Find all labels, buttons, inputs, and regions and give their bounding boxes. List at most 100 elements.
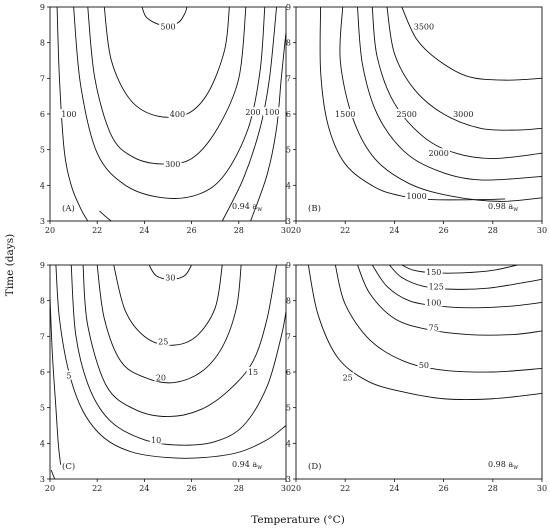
contour-label-halo bbox=[412, 21, 436, 31]
x-tick-label: 22 bbox=[340, 484, 350, 493]
contour-label: 30 bbox=[165, 273, 175, 282]
contour-line-25 bbox=[113, 265, 223, 346]
contour-line bbox=[50, 469, 56, 479]
y-tick-label: 7 bbox=[40, 332, 45, 341]
contour-label-halo bbox=[168, 109, 187, 118]
contour-line-20 bbox=[96, 265, 242, 384]
water-activity-label: 0.94 aw bbox=[232, 202, 263, 213]
contour-line-3000 bbox=[386, 7, 542, 131]
y-tick-label: 3 bbox=[40, 475, 45, 484]
y-tick-label: 4 bbox=[40, 181, 45, 190]
contour-label: 300 bbox=[165, 160, 180, 169]
contour-label: 25 bbox=[343, 373, 353, 382]
y-tick-label: 8 bbox=[40, 39, 45, 48]
x-tick-label: 24 bbox=[389, 484, 399, 493]
x-tick-label: 22 bbox=[340, 226, 350, 235]
contour-label: 15 bbox=[248, 368, 258, 377]
y-tick-label: 3 bbox=[286, 475, 291, 484]
y-tick-label: 9 bbox=[40, 3, 45, 12]
x-tick-label: 26 bbox=[187, 484, 197, 493]
contour-line-25 bbox=[307, 265, 542, 400]
contour-line bbox=[73, 7, 266, 199]
y-tick-label: 8 bbox=[286, 297, 291, 306]
contour-label-halo bbox=[424, 297, 443, 307]
y-tick-label: 3 bbox=[286, 217, 291, 226]
y-tick-label: 9 bbox=[286, 261, 291, 270]
x-tick-label: 24 bbox=[139, 226, 149, 235]
contour-label-halo bbox=[156, 336, 170, 346]
contour-line-300 bbox=[87, 7, 247, 165]
x-tick-label: 30 bbox=[281, 484, 291, 493]
x-tick-label: 20 bbox=[45, 484, 55, 493]
x-tick-label: 24 bbox=[139, 484, 149, 493]
contour-line-100 bbox=[371, 265, 542, 309]
y-tick-label: 5 bbox=[286, 404, 291, 413]
x-axis-title: Temperature (°C) bbox=[251, 514, 345, 526]
x-tick-label: 22 bbox=[92, 484, 102, 493]
x-tick-label: 28 bbox=[234, 484, 244, 493]
contour-label-halo bbox=[427, 148, 450, 158]
y-tick-label: 6 bbox=[40, 110, 45, 119]
plot-frame-b bbox=[295, 6, 543, 222]
panel-label: (C) bbox=[62, 461, 75, 472]
contour-label: 25 bbox=[158, 338, 168, 347]
contour-label: 50 bbox=[419, 361, 429, 370]
contour-line-100 bbox=[56, 7, 89, 221]
contour-label: 2000 bbox=[429, 149, 449, 158]
contour-label-halo bbox=[60, 109, 78, 118]
contour-line-125 bbox=[389, 265, 542, 290]
contour-line bbox=[99, 210, 112, 221]
contour-label-halo bbox=[262, 107, 281, 117]
contour-label: 100 bbox=[61, 110, 76, 119]
y-tick-label: 9 bbox=[40, 261, 45, 270]
y-tick-label: 8 bbox=[286, 39, 291, 48]
contour-line-200 bbox=[221, 7, 278, 221]
contour-label-halo bbox=[154, 372, 168, 382]
water-activity-label: 0.98 aw bbox=[488, 202, 519, 213]
x-tick-label: 26 bbox=[439, 484, 449, 493]
contour-label-halo bbox=[246, 367, 260, 376]
y-tick-label: 7 bbox=[286, 332, 291, 341]
y-tick-label: 6 bbox=[286, 368, 291, 377]
y-tick-label: 4 bbox=[40, 439, 45, 448]
y-tick-label: 8 bbox=[40, 297, 45, 306]
x-tick-label: 26 bbox=[439, 226, 449, 235]
x-tick-label: 30 bbox=[537, 226, 547, 235]
y-tick-label: 5 bbox=[286, 146, 291, 155]
contour-label-halo bbox=[427, 281, 446, 291]
x-tick-label: 28 bbox=[234, 226, 244, 235]
contour-label: 75 bbox=[429, 323, 439, 332]
y-tick-label: 3 bbox=[40, 217, 45, 226]
panel-label: (D) bbox=[308, 461, 321, 472]
contour-label: 100 bbox=[426, 298, 441, 307]
contour-label: 20 bbox=[156, 373, 166, 382]
panel-b: 20 22 24 26 28 30 3 4 5 6 7 8 9 3500 3000 2500 2000 1500 1… bbox=[286, 3, 547, 235]
contour-label: 125 bbox=[429, 282, 444, 291]
y-tick-label: 5 bbox=[40, 404, 45, 413]
contour-label: 400 bbox=[170, 110, 185, 119]
contour-line-5 bbox=[55, 265, 286, 459]
contour-label-halo bbox=[159, 21, 177, 31]
panel-d: 20 22 24 26 28 30 3 4 5 6 7 8 9 150 125 100 75 50 25 (D) 0.9… bbox=[286, 261, 547, 493]
contour-label: 1000 bbox=[406, 192, 426, 201]
contour-label: 10 bbox=[151, 436, 161, 445]
contour-label-halo bbox=[427, 322, 441, 332]
contour-label-halo bbox=[163, 272, 177, 282]
x-tick-label: 20 bbox=[291, 484, 301, 493]
x-tick-label: 28 bbox=[488, 484, 498, 493]
contour-line-50 bbox=[334, 265, 542, 373]
water-activity-label: 0.98 aw bbox=[488, 460, 519, 471]
contour-label: 5 bbox=[66, 372, 71, 381]
water-activity-label: 0.94 aw bbox=[232, 460, 263, 471]
contour-label-halo bbox=[341, 372, 355, 382]
y-tick-label: 9 bbox=[286, 3, 291, 12]
contour-line-2500 bbox=[371, 7, 542, 160]
contour-label-halo bbox=[163, 158, 182, 168]
x-tick-label: 26 bbox=[187, 226, 197, 235]
contour-label: 3500 bbox=[414, 23, 434, 32]
y-axis-title: Time (days) bbox=[4, 234, 16, 296]
x-tick-label: 22 bbox=[92, 226, 102, 235]
contour-label-halo bbox=[333, 109, 357, 118]
